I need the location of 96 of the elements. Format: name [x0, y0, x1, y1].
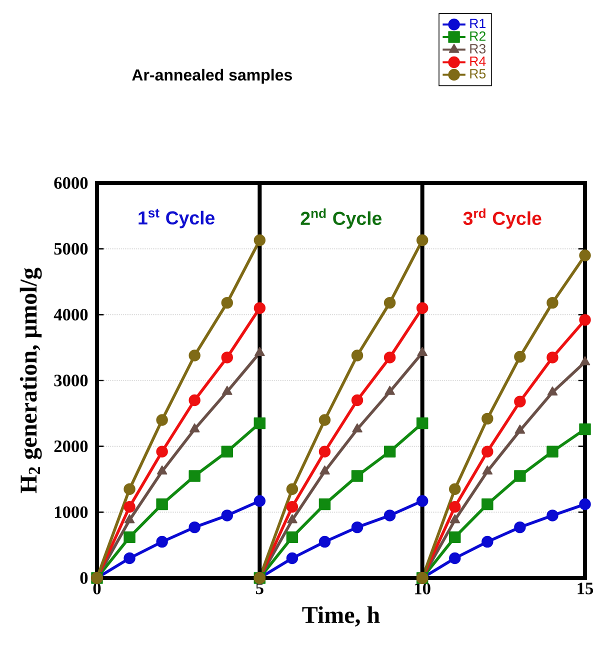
point	[320, 465, 330, 475]
point	[416, 302, 428, 314]
legend-label: R5	[470, 69, 486, 78]
point	[124, 514, 135, 524]
point	[221, 510, 234, 522]
y-tick-label: 5000	[54, 242, 88, 255]
y-tick-label: 1000	[55, 506, 88, 518]
point	[156, 414, 168, 426]
point	[254, 495, 266, 507]
x-axis-title: Time, h	[302, 606, 380, 627]
point	[221, 296, 234, 309]
point	[318, 536, 331, 548]
x-tick-label: 0	[93, 582, 101, 594]
point	[384, 510, 396, 522]
point	[546, 352, 558, 364]
point	[546, 510, 558, 522]
point	[286, 483, 298, 495]
point	[547, 386, 558, 396]
point	[352, 423, 362, 432]
point	[384, 446, 396, 458]
point	[286, 531, 298, 544]
point	[482, 412, 494, 425]
point	[318, 446, 331, 458]
legend-label: R2	[470, 31, 486, 41]
point	[351, 470, 364, 482]
point	[416, 234, 428, 246]
point	[318, 498, 331, 510]
point	[254, 302, 266, 314]
x-tick-label: 15	[578, 582, 594, 594]
point	[221, 352, 234, 364]
point	[222, 386, 232, 395]
point	[449, 501, 461, 513]
point	[416, 495, 428, 507]
point	[188, 394, 200, 406]
point	[254, 417, 266, 430]
point	[579, 314, 591, 326]
legend-label: R4	[470, 56, 486, 66]
point	[124, 483, 136, 495]
point	[156, 536, 168, 548]
point	[482, 446, 494, 458]
y-tick-label: 3000	[54, 374, 88, 386]
point	[286, 501, 298, 513]
point	[482, 465, 493, 475]
point	[221, 446, 234, 458]
point	[351, 394, 364, 406]
point	[546, 296, 558, 309]
point	[351, 350, 364, 362]
point	[254, 234, 266, 246]
y-tick-label: 4000	[54, 308, 88, 321]
x-tick-label: 10	[415, 582, 430, 594]
point	[514, 521, 526, 534]
point	[449, 531, 461, 544]
y-tick-label: 6000	[54, 177, 88, 189]
y-tick-label: 2000	[54, 440, 88, 452]
legend-label: R3	[470, 44, 486, 54]
point	[287, 514, 298, 524]
point	[188, 350, 200, 362]
point	[156, 465, 168, 475]
point	[351, 521, 364, 534]
point	[546, 446, 558, 458]
point	[384, 296, 396, 309]
y-tick-label: 0	[80, 572, 88, 584]
point	[124, 552, 136, 564]
point	[449, 483, 461, 495]
point	[384, 352, 396, 364]
point	[286, 552, 298, 564]
point	[514, 424, 526, 434]
point	[579, 498, 591, 510]
point	[156, 446, 168, 458]
point	[514, 396, 526, 408]
point	[482, 498, 494, 510]
point	[254, 346, 265, 356]
point	[318, 414, 331, 426]
point	[514, 350, 526, 363]
annotation: 1$^{st}$ Cycle	[138, 208, 215, 228]
point	[579, 250, 591, 262]
point	[482, 536, 494, 548]
point	[124, 501, 136, 513]
point	[189, 423, 200, 432]
legend-label: R1	[470, 18, 486, 28]
point	[450, 514, 460, 524]
annotation: 2$^{nd}$ Cycle	[300, 208, 382, 229]
y-axis-title: H$_{2}$ generation, μmol/g	[20, 268, 42, 494]
point	[417, 346, 428, 356]
point	[384, 386, 395, 395]
point	[188, 521, 200, 534]
point	[579, 423, 591, 436]
point	[188, 470, 200, 482]
point	[580, 356, 590, 366]
point	[124, 531, 136, 544]
point	[156, 498, 168, 510]
point	[416, 417, 428, 430]
point	[514, 470, 526, 482]
chart-title: Ar-annealed samples	[132, 68, 292, 84]
annotation: 3$^{rd}$ Cycle	[463, 208, 542, 229]
point	[449, 552, 461, 564]
